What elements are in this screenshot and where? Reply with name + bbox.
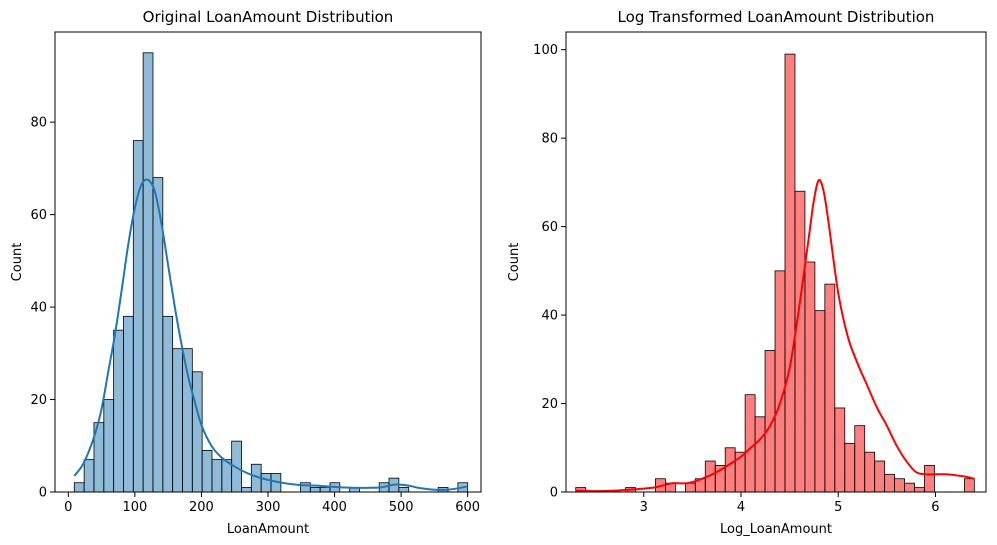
x-tick-label-original: 400 [322, 500, 347, 515]
x-ticks-original: 0 100 200 300 400 500 600 [64, 492, 480, 515]
histogram-bar-log [744, 394, 756, 493]
histogram-bar-log [884, 473, 896, 493]
histogram-bar-log [774, 270, 786, 493]
histogram-bar-log [904, 482, 915, 493]
x-tick-label-original: 100 [122, 500, 147, 515]
y-tick-label-log: 100 [533, 43, 558, 58]
y-tick-label-log: 80 [541, 132, 558, 147]
histogram-bar-log [854, 425, 866, 493]
histogram-bar-log [914, 487, 925, 493]
y-tick-label-log: 40 [541, 309, 558, 324]
chart-original: 0 100 200 300 400 500 600 0 20 40 60 80 Original L… [10, 8, 482, 537]
y-tick-label-log: 20 [541, 397, 558, 412]
histogram-bar-log [864, 451, 876, 493]
y-ticks-original: 0 20 40 60 80 [30, 116, 55, 501]
x-tick-label-original: 500 [389, 500, 414, 515]
histogram-bar-original [73, 482, 85, 493]
y-tick-label-log: 60 [541, 220, 558, 235]
y-tick-label-original: 0 [39, 486, 47, 501]
histogram-bar-log [804, 261, 816, 493]
histogram-bar-log [894, 478, 905, 493]
y-ticks-log: 0 20 40 60 80 100 [533, 43, 566, 501]
histogram-bar-original [398, 486, 410, 493]
y-tick-label-original: 20 [30, 393, 47, 408]
x-ticks-log: 3 4 5 6 [640, 492, 940, 515]
histogram-bar-log [824, 283, 836, 493]
ylabel-log: Count [507, 243, 522, 282]
x-tick-label-original: 300 [256, 500, 281, 515]
histogram-bar-original [123, 315, 134, 493]
x-tick-label-log: 5 [834, 500, 842, 515]
histogram-bar-log [814, 310, 826, 493]
title-original: Original LoanAmount Distribution [143, 8, 394, 26]
xlabel-log: Log_LoanAmount [720, 522, 832, 537]
bars-log [575, 53, 975, 493]
histogram-bar-original [309, 486, 321, 493]
x-tick-label-log: 6 [931, 500, 939, 515]
histogram-bar-original [172, 348, 183, 493]
histogram-bar-log [724, 447, 736, 493]
histogram-bar-original [103, 399, 115, 493]
x-tick-label-original: 0 [64, 500, 72, 515]
y-tick-label-original: 60 [30, 208, 47, 223]
histogram-bar-log [834, 407, 846, 493]
kde-line-log [575, 178, 975, 493]
histogram-bar-original [162, 315, 174, 493]
chart-log: 3 4 5 6 0 20 40 60 80 100 Log Transformed LoanAm… [507, 8, 987, 537]
xlabel-original: LoanAmount [227, 522, 309, 537]
histogram-bar-original [211, 459, 223, 493]
y-tick-label-original: 40 [30, 301, 47, 316]
histogram-bar-original [319, 486, 331, 493]
x-tick-label-original: 600 [455, 500, 480, 515]
histogram-bar-original [260, 473, 272, 493]
histogram-bar-log [794, 190, 806, 493]
histogram-bar-original [201, 449, 213, 493]
x-tick-label-log: 3 [640, 500, 648, 515]
histogram-bar-log [963, 478, 975, 493]
histogram-bar-log [684, 482, 696, 493]
histogram-bar-original [142, 52, 154, 493]
x-tick-label-original: 200 [189, 500, 214, 515]
y-tick-label-log: 0 [550, 486, 558, 501]
histogram-bar-log [844, 442, 856, 493]
histogram-bar-log [784, 53, 796, 493]
histogram-bar-log [874, 460, 886, 493]
x-tick-label-log: 4 [737, 500, 745, 515]
kde-line-original [73, 178, 468, 491]
axes-frame-log [565, 31, 987, 493]
histogram-bar-log [754, 416, 766, 493]
title-log: Log Transformed LoanAmount Distribution [618, 8, 935, 26]
y-tick-label-original: 80 [30, 116, 47, 131]
histogram-bar-original [241, 486, 252, 493]
histogram-bar-original [83, 459, 95, 493]
histogram-bar-original [113, 329, 124, 493]
histogram-bar-original [191, 371, 203, 493]
histogram-bar-log [924, 465, 935, 493]
ylabel-original: Count [10, 243, 25, 282]
